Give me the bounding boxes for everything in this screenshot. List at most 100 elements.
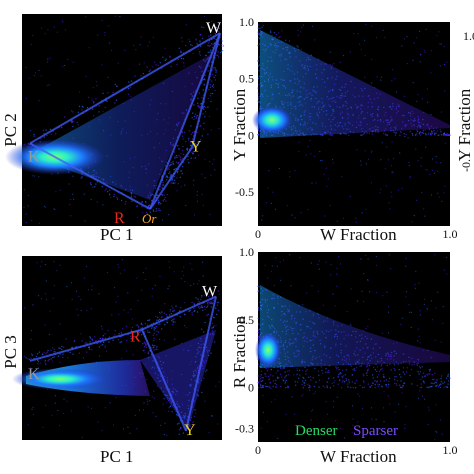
scatter-point [164,422,166,424]
scatter-point [212,86,215,89]
scatter-point [118,266,120,268]
scatter-point [127,426,129,428]
scatter-point [257,290,260,292]
scatter-point [76,121,79,124]
scatter-point [318,386,320,388]
scatter-point [174,157,176,159]
scatter-point [204,321,206,324]
scatter-point [421,132,423,134]
scatter-point [392,69,394,71]
scatter-point [188,310,190,313]
scatter-point [204,370,207,373]
scatter-point [210,92,212,95]
scatter-point [202,275,204,277]
scatter-point [117,263,119,266]
scatter-point [168,285,170,287]
scatter-point [279,36,281,38]
scatter-point [352,369,354,371]
scatter-point [120,333,123,335]
scatter-point [169,266,171,269]
scatter-point [433,172,436,174]
scatter-point [446,61,448,63]
scatter-point [206,314,208,317]
scatter-point [445,133,448,136]
scatter-point [447,375,449,377]
scatter-point [311,182,313,184]
scatter-point [428,373,431,375]
scatter-point [175,161,177,163]
scatter-point [417,340,419,342]
scatter-point [140,75,142,77]
scatter-point [27,424,29,426]
scatter-point [428,409,430,411]
scatter-point [368,158,370,160]
scatter-point [326,185,328,187]
scatter-point [163,398,165,400]
scatter-point [192,423,194,426]
scatter-point [361,408,364,410]
scatter-point [61,348,63,351]
scatter-point [159,323,161,325]
scatter-point [166,434,168,436]
scatter-point [296,45,298,47]
scatter-point [437,134,439,136]
scatter-point [86,351,88,353]
scatter-point [198,53,200,55]
scatter-point [101,430,103,432]
scatter-point [441,200,443,202]
scatter-point [257,93,260,95]
scatter-point [257,33,259,35]
scatter-point [388,377,391,380]
scatter-point [440,377,442,380]
scatter-point [98,293,100,295]
scatter-point [424,298,426,300]
scatter-point [203,108,205,111]
scatter-point [321,160,323,162]
scatter-point [196,194,198,196]
scatter-point [128,93,130,96]
scatter-point [169,388,171,391]
scatter-point [185,204,187,207]
scatter-point [194,380,196,382]
scatter-point [368,364,371,367]
xlabel-bottom-left: PC 1 [100,447,134,466]
scatter-point [158,208,160,210]
scatter-point [218,44,220,46]
scatter-point [40,27,43,29]
scatter-point [426,373,428,375]
scatter-point [211,301,213,303]
scatter-point [412,59,414,62]
scatter-point [66,286,68,288]
scatter-point [302,24,304,26]
scatter-point [262,215,264,217]
scatter-point [114,334,116,336]
scatter-point [379,188,382,190]
scatter-point [216,313,218,316]
scatter-point [221,43,223,46]
scatter-point [300,31,302,33]
scatter-point [260,374,262,376]
scatter-point [201,97,203,99]
scatter-point [30,43,32,45]
scatter-point [99,337,101,339]
scatter-point [55,132,57,135]
scatter-point [183,274,185,276]
scatter-point [417,370,419,373]
scatter-point [283,259,285,261]
scatter-point [333,63,335,65]
scatter-point [59,264,61,266]
scatter-point [56,31,59,33]
scatter-point [279,373,282,376]
scatter-point [172,161,174,163]
scatter-point [214,67,216,69]
scatter-point [163,375,166,378]
scatter-point [434,339,436,341]
scatter-point [163,371,165,373]
scatter-point [258,32,261,35]
scatter-point [77,124,79,126]
scatter-point [426,88,428,90]
scatter-point [72,120,74,123]
scatter-point [170,402,173,404]
scatter-point [325,401,327,403]
scatter-point [376,366,379,368]
